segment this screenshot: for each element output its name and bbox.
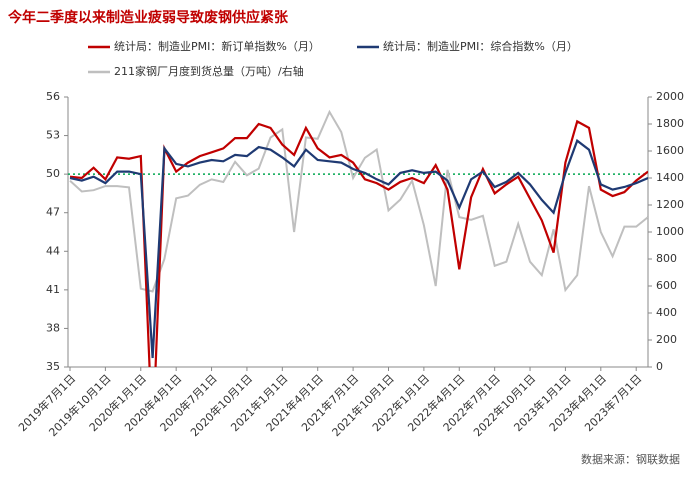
y-tick-label: 44 [46,244,60,257]
y2-tick-label: 1400 [656,171,684,184]
plot-area [69,109,648,367]
x-tick-label: 2021年10月1日 [329,371,397,439]
y2-tick-label: 800 [656,252,677,265]
y-tick-label: 50 [46,167,60,180]
x-tick-label: 2022年10月1日 [470,371,538,439]
y2-tick-label: 1600 [656,144,684,157]
y-tick-label: 38 [46,321,60,334]
y2-tick-label: 600 [656,279,677,292]
series-line [69,138,648,359]
y-tick-label: 56 [46,90,60,103]
x-tick-label: 2019年10月1日 [46,371,114,439]
x-tick-label: 2020年10月1日 [187,371,255,439]
y2-tick-label: 1800 [656,117,684,130]
chart-title: 今年二季度以来制造业疲弱导致废钢供应紧张 [7,9,289,26]
legend-label: 211家钢厂月度到货总量（万吨）/右轴 [114,64,304,78]
y2-tick-label: 0 [656,360,663,373]
legend-label: 统计局：制造业PMI：综合指数%（月） [383,39,578,53]
y-tick-label: 53 [46,129,60,142]
source-note: 数据来源：钢联数据 [581,452,680,466]
y-tick-label: 47 [46,206,60,219]
y2-tick-label: 2000 [656,90,684,103]
y2-tick-label: 1200 [656,198,684,211]
series-line [69,109,648,293]
y2-tick-label: 200 [656,333,677,346]
y2-tick-label: 400 [656,306,677,319]
y-tick-label: 41 [46,283,60,296]
legend-label: 统计局：制造业PMI：新订单指数%（月） [114,39,320,53]
y-tick-label: 35 [46,360,60,373]
y2-tick-label: 1000 [656,225,684,238]
